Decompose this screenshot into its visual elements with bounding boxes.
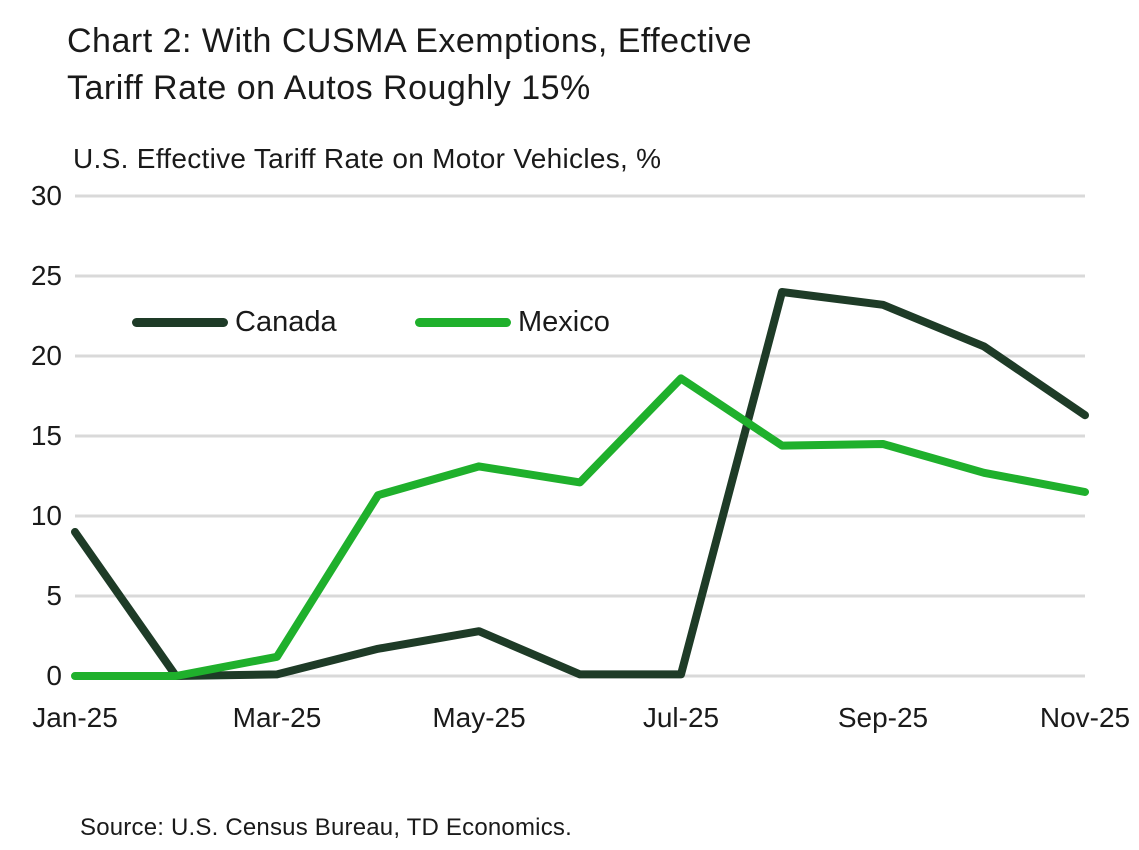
mexico-legend-swatch	[415, 317, 511, 327]
axis-title: U.S. Effective Tariff Rate on Motor Vehi…	[73, 143, 662, 174]
x-tick-label: Jul-25	[642, 702, 720, 733]
y-tick-label: 30	[30, 180, 62, 211]
canada-legend-swatch	[132, 317, 228, 327]
chart-title-line-2: Tariff Rate on Autos Roughly 15%	[67, 69, 591, 107]
legend-item-mexico: Mexico	[415, 306, 610, 338]
chart-title: Chart 2: With CUSMA Exemptions, Effectiv…	[67, 18, 967, 112]
y-tick-label: 0	[46, 660, 62, 691]
canada-legend-label: Canada	[235, 305, 337, 338]
x-tick-label: Nov-25	[1039, 702, 1131, 733]
x-tick-label: May-25	[432, 702, 526, 733]
source-note: Source: U.S. Census Bureau, TD Economics…	[80, 814, 572, 841]
y-tick-label: 10	[30, 500, 62, 531]
chart-title-line-1: Chart 2: With CUSMA Exemptions, Effectiv…	[67, 22, 752, 60]
canada-line	[71, 288, 1089, 680]
x-tick-label: Sep-25	[837, 702, 929, 733]
y-tick-label: 25	[30, 260, 62, 291]
x-tick-label: Mar-25	[232, 702, 322, 733]
y-tick-label: 5	[46, 580, 62, 611]
mexico-legend-label: Mexico	[518, 305, 610, 338]
x-tick-label: Jan-25	[32, 702, 118, 733]
mexico-line	[71, 374, 1089, 680]
legend-item-canada: Canada	[132, 306, 337, 338]
y-tick-label: 15	[30, 420, 62, 451]
y-tick-label: 20	[30, 340, 62, 371]
